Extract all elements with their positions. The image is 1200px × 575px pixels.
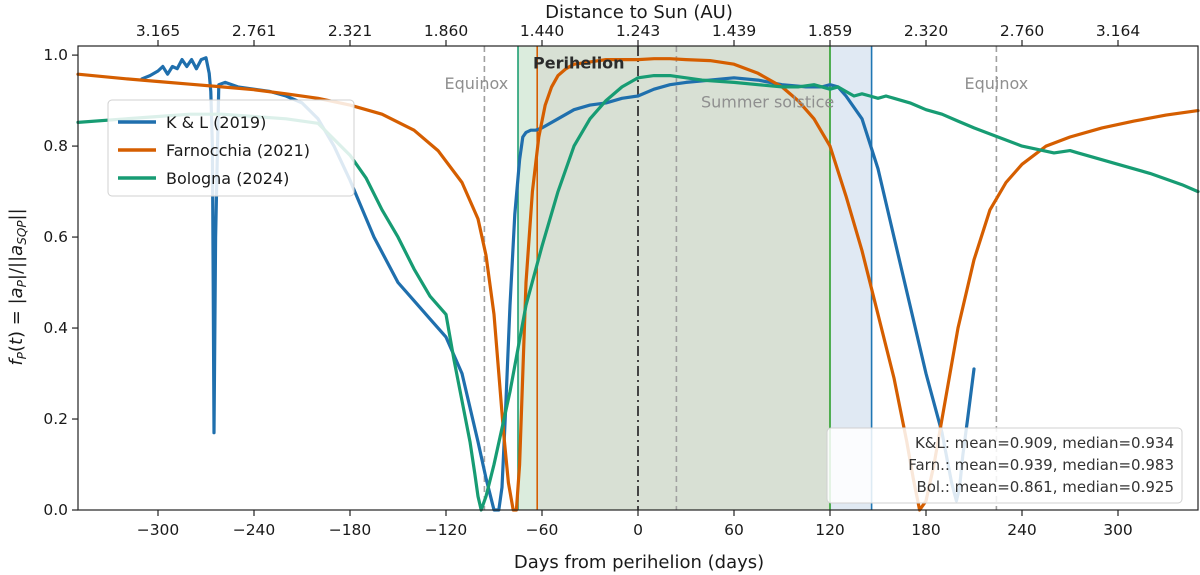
x-tick-label-1: −240 [233,521,276,539]
x-tick-label-9: 240 [1007,521,1037,539]
x-tick-label-10: 300 [1103,521,1133,539]
series-lines [76,56,1200,512]
y-tick-label-2: 0.4 [43,319,68,337]
legend-label-1: Farnocchia (2021) [166,141,310,160]
stats-box: K&L: mean=0.909, median=0.934 Farn.: mean… [826,427,1183,504]
top-tick-label-5: 1.243 [616,22,660,40]
top-tick-label-7: 1.859 [808,22,852,40]
x-tick-label-8: 180 [911,521,941,539]
stats-box-frame [826,427,1183,504]
x-tick-label-3: −120 [425,521,468,539]
shaded-regions [518,46,872,510]
x-axis-title: Days from perihelion (days) [514,552,764,573]
top-axis-ticks: 3.165 2.761 2.321 1.860 1.440 1.243 1.439 1.859… [136,22,1140,46]
stats-line-1: Farn.: mean=0.939, median=0.983 [908,456,1174,474]
y-tick-label-1: 0.2 [43,410,68,428]
legend: K & L (2019) Farnocchia (2021) Bologna (20… [107,99,355,197]
annotation-3: Equinox [965,74,1029,93]
x-tick-label-5: 0 [633,521,643,539]
y-axis-ticks: 0.0 0.2 0.4 0.6 0.8 1.0 [43,46,78,519]
shaded-region-0 [537,46,830,510]
legend-box [107,99,355,197]
annotation-2: Summer solstice [701,92,834,111]
series-line-1 [76,57,1200,512]
top-tick-label-10: 3.164 [1096,22,1140,40]
legend-label-0: K & L (2019) [166,113,266,132]
x-tick-label-0: −300 [137,521,180,539]
y-tick-label-3: 0.6 [43,228,68,246]
annotation-0: Equinox [445,74,509,93]
x-axis-ticks: −300 −240 −180 −120 −60 0 60 120 180 240 300 [137,510,1133,539]
top-tick-label-6: 1.439 [712,22,756,40]
y-tick-label-4: 0.8 [43,137,68,155]
top-tick-label-3: 1.860 [424,22,468,40]
y-tick-label-0: 0.0 [43,501,68,519]
series-line-2 [76,74,1200,512]
x-tick-label-6: 60 [724,521,744,539]
top-tick-label-2: 2.321 [328,22,372,40]
y-axis-title: fP(t) = |aP|/||aSQP|| [6,208,29,365]
y-tick-label-5: 1.0 [43,46,68,64]
stats-line-0: K&L: mean=0.909, median=0.934 [915,434,1174,452]
top-axis-title: Distance to Sun (AU) [545,2,733,23]
top-tick-label-0: 3.165 [136,22,180,40]
x-tick-label-2: −180 [329,521,372,539]
top-tick-label-9: 2.760 [1000,22,1044,40]
top-tick-label-4: 1.440 [520,22,564,40]
x-tick-label-4: −60 [526,521,559,539]
x-tick-label-7: 120 [815,521,845,539]
top-tick-label-8: 2.320 [904,22,948,40]
stats-line-2: Bol.: mean=0.861, median=0.925 [916,478,1174,496]
annotations: Equinox Perihelion Summer solstice Equinox [445,54,1029,112]
annotation-1: Perihelion [533,54,625,73]
legend-label-2: Bologna (2024) [166,169,289,188]
top-tick-label-1: 2.761 [232,22,276,40]
